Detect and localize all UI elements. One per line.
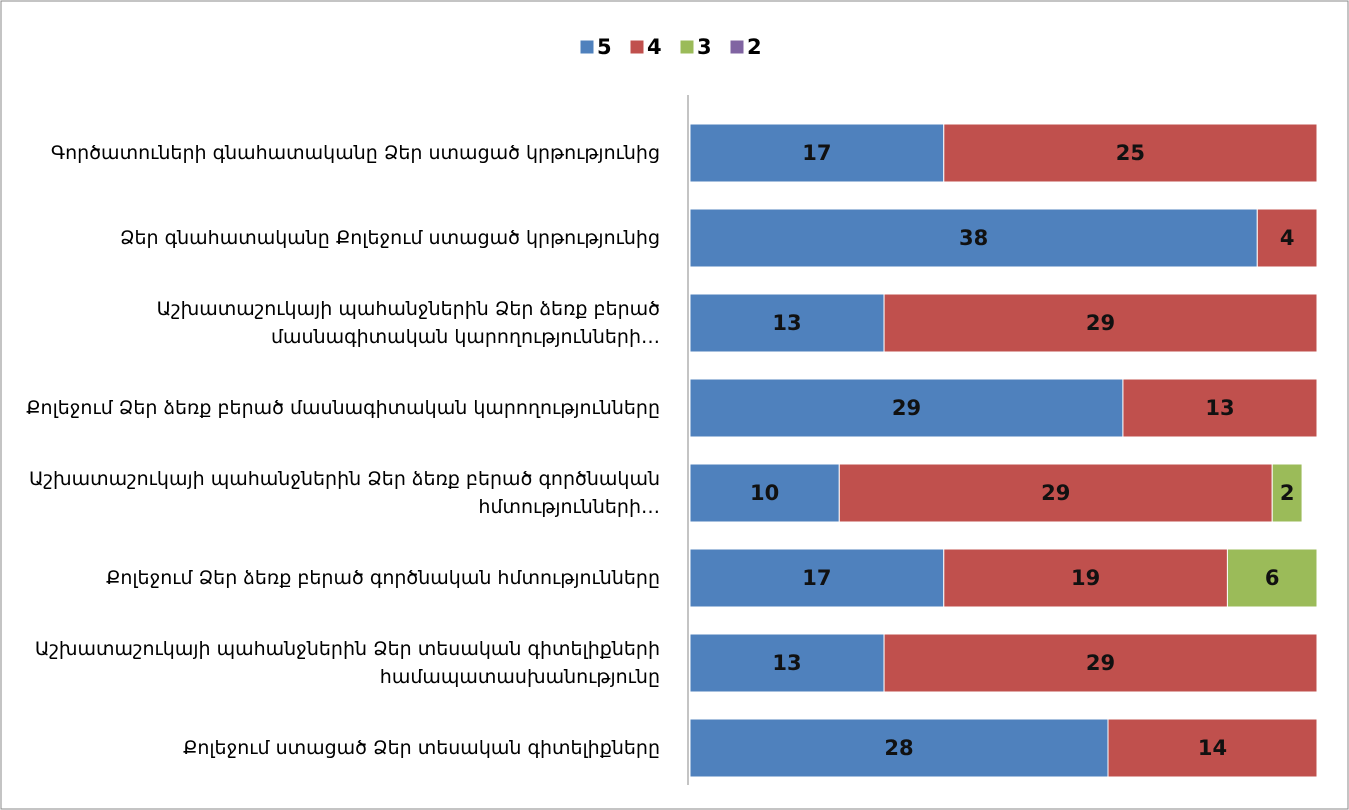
- data-label: 17: [802, 566, 831, 590]
- bar-segment: [1107, 718, 1318, 778]
- legend-label: 4: [647, 35, 662, 59]
- data-label: 13: [772, 651, 801, 675]
- bar-segment: [1256, 208, 1318, 268]
- bar-segment: [883, 293, 1318, 353]
- category-label: Գործատուների գնահատականը Ձեր ստացած կրթո…: [50, 142, 660, 164]
- bar-segment: [1122, 378, 1318, 438]
- data-label: 29: [1041, 481, 1070, 505]
- bar-segment: [1271, 463, 1303, 523]
- category-label: Աշխատաշուկայի պահանջներին Ձեր ձեռք բերած…: [29, 468, 660, 518]
- data-label: 19: [1071, 566, 1100, 590]
- data-label: 2: [1280, 481, 1295, 505]
- bar-segment: [689, 548, 945, 608]
- data-label: 25: [1116, 141, 1145, 165]
- data-label: 10: [750, 481, 779, 505]
- bar-segment: [883, 633, 1318, 693]
- legend-label: 3: [697, 35, 712, 59]
- legend-swatch: [679, 39, 695, 55]
- bar-segment: [689, 208, 1258, 268]
- data-label: 17: [802, 141, 831, 165]
- legend-swatch: [729, 39, 745, 55]
- data-label: 4: [1280, 226, 1295, 250]
- category-label: Քոլեջում Ձեր ձեռք բերած մասնագիտական կար…: [26, 397, 660, 419]
- category-label: Աշխատաշուկայի պահանջներին Ձեր տեսական գի…: [34, 638, 660, 688]
- legend-swatch: [629, 39, 645, 55]
- category-label: Աշխատաշուկայի պահանջներին Ձեր ձեռք բերած…: [156, 298, 660, 348]
- data-label: 13: [772, 311, 801, 335]
- bar-segment: [689, 123, 945, 183]
- data-label: 29: [1086, 651, 1115, 675]
- bar-segment: [689, 463, 840, 523]
- legend-swatch: [579, 39, 595, 55]
- data-label: 6: [1265, 566, 1280, 590]
- bar-segment: [1226, 548, 1318, 608]
- data-label: 28: [884, 736, 913, 760]
- data-label: 29: [1086, 311, 1115, 335]
- legend-label: 2: [747, 35, 762, 59]
- bar-segment: [943, 548, 1228, 608]
- category-label: Քոլեջում Ձեր ձեռք բերած գործնական հմտութ…: [105, 567, 660, 589]
- category-label: Ձեր գնահատականը Քոլեջում ստացած կրթությո…: [119, 227, 660, 249]
- category-label: Քոլեջում ստացած Ձեր տեսական գիտելիքները: [182, 737, 660, 759]
- data-label: 13: [1205, 396, 1234, 420]
- data-label: 38: [959, 226, 988, 250]
- bar-segment: [689, 633, 885, 693]
- bar-segment: [838, 463, 1273, 523]
- data-label: 29: [892, 396, 921, 420]
- data-label: 14: [1198, 736, 1227, 760]
- legend-label: 5: [597, 35, 612, 59]
- bar-segment: [689, 293, 885, 353]
- bar-segment: [943, 123, 1318, 183]
